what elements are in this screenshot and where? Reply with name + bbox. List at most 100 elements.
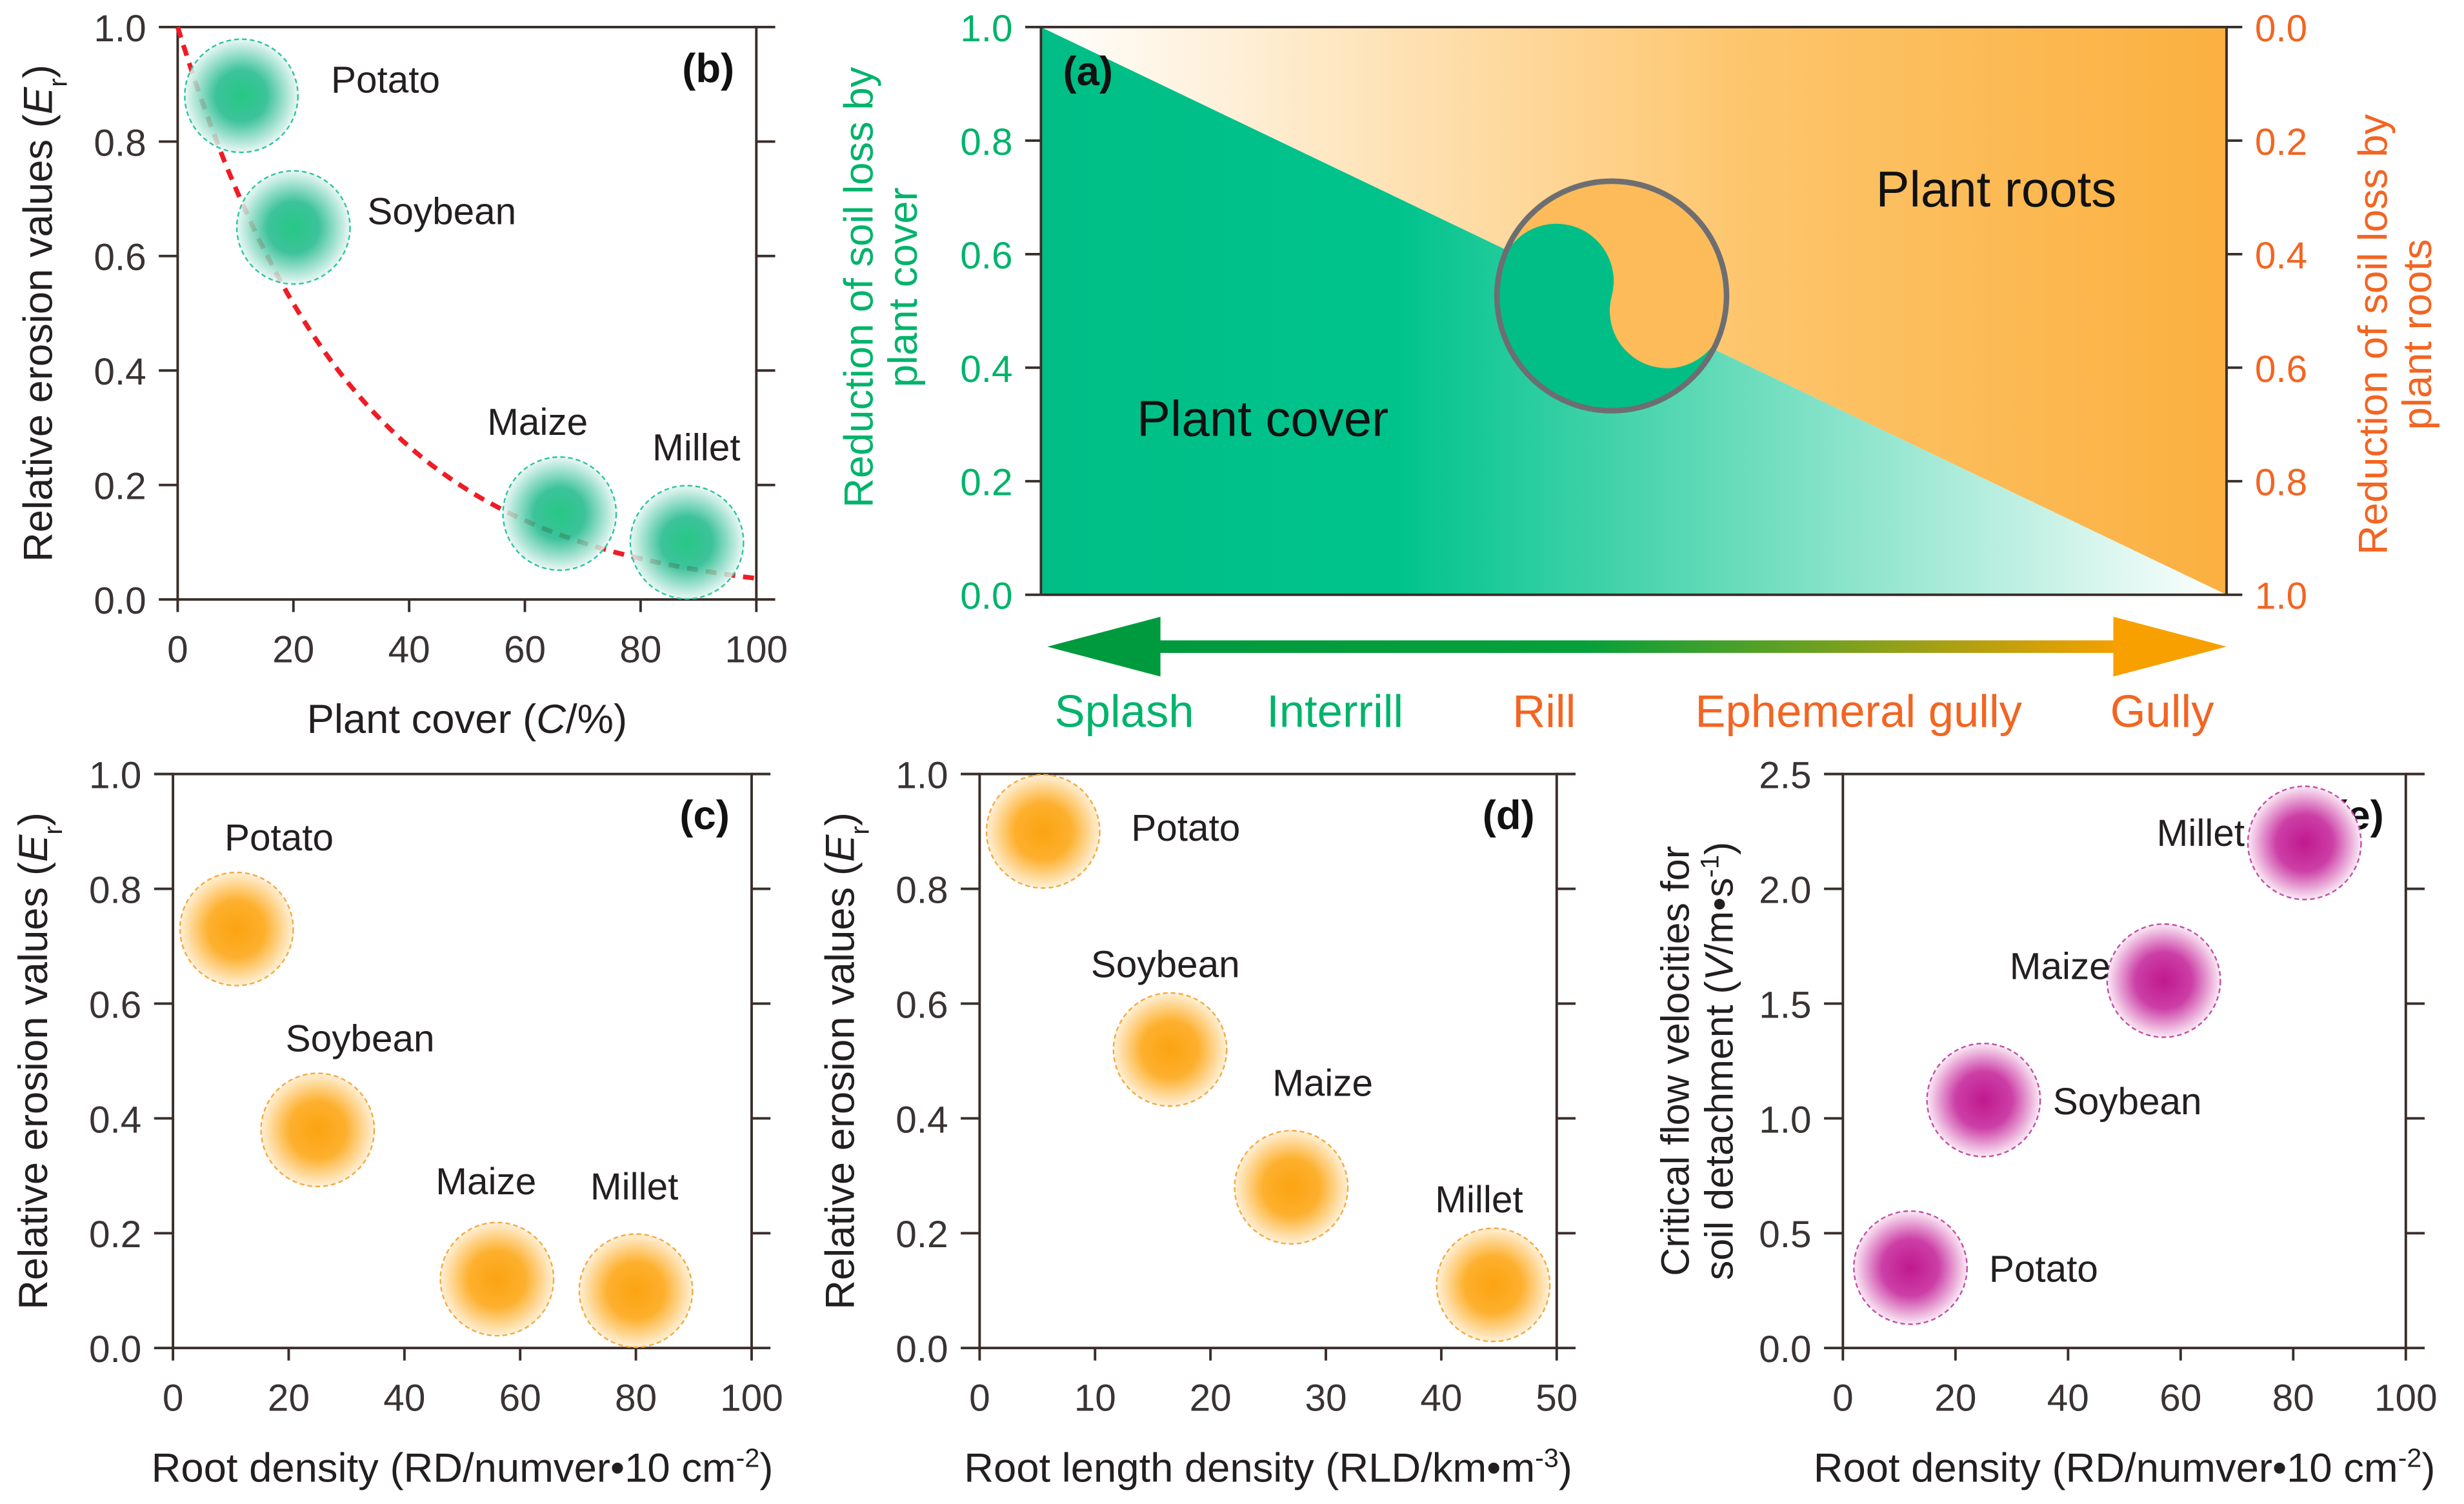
process-label: Gully — [2110, 686, 2215, 737]
data-point-potato — [985, 774, 1101, 889]
y-tick-label: 1.0 — [89, 755, 141, 797]
y-tick-label: 0.8 — [89, 869, 141, 911]
process-label: Splash — [1055, 686, 1194, 737]
yang-dot — [1641, 316, 1674, 348]
yin-dot — [1548, 241, 1581, 273]
x-tick-label: 40 — [1420, 1378, 1462, 1419]
label-part: Relative erosion values ( — [15, 114, 61, 562]
plot-frame — [1841, 772, 2407, 1350]
y-tick-label: 0.0 — [1759, 1329, 1811, 1370]
y-axis-label: Relative erosion values (Er) — [15, 65, 72, 562]
label-part: -2 — [2398, 1443, 2422, 1472]
label-part: /%) — [566, 697, 627, 742]
left-axis-label: Reduction of soil loss by — [837, 66, 882, 508]
label-part: -3 — [1535, 1443, 1559, 1472]
point-label: Soybean — [1091, 943, 1240, 985]
right-tick-label: 1.0 — [2255, 576, 2307, 617]
data-point-soybean — [235, 170, 351, 285]
y-tick-label: 1.0 — [94, 8, 146, 50]
data-point-millet — [1436, 1227, 1551, 1343]
data-point-potato — [1853, 1210, 1968, 1325]
y-tick-label: 0.0 — [89, 1329, 141, 1370]
point-label: Potato — [1989, 1248, 2098, 1290]
x-axis-label: Root density (RD/numver•10 cm-2) — [152, 1443, 774, 1490]
right-tick-label: 0.6 — [2255, 348, 2307, 390]
y-tick-label: 1.0 — [1759, 1099, 1811, 1141]
left-tick-label: 0.8 — [960, 121, 1012, 163]
panel-a: 0.0 0.0 0.2 0.2 0.4 0.4 0.6 0.6 0.8 0.8 1.0 1.0 Redu… — [837, 8, 2440, 737]
left-tick-label: 0.4 — [960, 348, 1012, 390]
point-label: Millet — [1435, 1179, 1523, 1221]
panel-e: 0 20 40 60 80 100 0.0 0.5 1.0 1.5 2.0 2.5 Root densi… — [1653, 755, 2437, 1491]
point-label: Millet — [2157, 812, 2245, 854]
x-axis-label: Plant cover (C/%) — [307, 697, 627, 742]
panel-c: 0 20 40 60 80 100 0.0 0.2 0.4 0.6 0.8 1.0 Root densi… — [11, 755, 783, 1491]
process-label: Ephemeral gully — [1695, 686, 2022, 737]
right-tick-label: 0.4 — [2255, 235, 2307, 277]
y-axis-label: Relative erosion values (Er) — [817, 812, 874, 1310]
label-part: ) — [15, 65, 61, 78]
label-part: Relative erosion values ( — [817, 862, 863, 1310]
x-tick-label: 60 — [504, 629, 546, 671]
yin-yang-outline — [1494, 178, 1730, 414]
x-tick-label: 0 — [167, 629, 188, 671]
x-tick-label: 100 — [720, 1378, 783, 1419]
label-part: Root density (RD/numver•10 cm — [1814, 1445, 2398, 1490]
y-axis-label: Critical flow velocities for — [1653, 846, 1697, 1276]
y-tick-label: 0.2 — [89, 1214, 141, 1256]
right-axis-label: Reduction of soil loss by — [2351, 114, 2396, 556]
label-part: r — [38, 826, 68, 835]
x-tick-label: 60 — [499, 1378, 541, 1419]
y-axis-label: Relative erosion values (Er) — [11, 812, 68, 1310]
x-tick-label: 80 — [2272, 1378, 2314, 1419]
label-part: Root length density (RLD/km•m — [964, 1445, 1535, 1490]
y-axis-label-line2: soil detachment (V/m•s-1) — [1696, 842, 1741, 1280]
right-tick-label: 0.0 — [2255, 8, 2307, 50]
label-part: ) — [759, 1445, 773, 1490]
label-part: E — [817, 834, 863, 862]
right-axis-label-line2: plant roots — [2395, 239, 2440, 430]
plot-frame — [176, 26, 758, 601]
x-tick-label: 0 — [969, 1378, 990, 1419]
y-tick-label: 0.5 — [1759, 1214, 1811, 1256]
y-tick-label: 0.6 — [94, 237, 146, 279]
data-point-soybean — [1926, 1042, 2041, 1158]
y-tick-label: 0.2 — [94, 466, 146, 508]
y-tick-label: 0.8 — [94, 122, 146, 164]
y-tick-label: 1.5 — [1759, 984, 1811, 1026]
point-label: Millet — [652, 427, 740, 469]
label-part: -2 — [736, 1443, 760, 1472]
arrow-right-icon — [2113, 616, 2227, 677]
plant-roots-label: Plant roots — [1876, 161, 2117, 217]
data-point-potato — [179, 871, 294, 987]
x-tick-label: 50 — [1536, 1378, 1578, 1419]
data-point-soybean — [260, 1072, 376, 1188]
process-label: Interrill — [1267, 686, 1403, 737]
label-part: C — [536, 697, 566, 742]
label-part: Root density (RD/numver•10 cm — [152, 1445, 736, 1490]
left-axis-label-line2: plant cover — [881, 187, 926, 387]
data-point-millet — [578, 1233, 694, 1349]
x-tick-label: 20 — [1934, 1378, 1976, 1419]
label-part: Plant cover ( — [307, 697, 537, 742]
label-part: E — [11, 834, 56, 862]
plant-cover-label: Plant cover — [1137, 390, 1388, 447]
data-point-maize — [439, 1221, 555, 1337]
y-tick-label: 0.4 — [89, 1099, 141, 1141]
right-tick-label: 0.8 — [2255, 462, 2307, 504]
panel-label: (d) — [1483, 793, 1535, 838]
x-tick-label: 20 — [268, 1378, 310, 1419]
left-tick-label: 0.2 — [960, 462, 1012, 504]
x-axis-label: Root length density (RLD/km•m-3) — [964, 1443, 1572, 1490]
panel-label: (a) — [1063, 49, 1113, 94]
x-tick-label: 80 — [615, 1378, 657, 1419]
y-tick-label: 0.8 — [896, 869, 948, 911]
y-tick-label: 2.5 — [1759, 755, 1811, 797]
data-point-soybean — [1112, 992, 1228, 1107]
process-label: Rill — [1512, 686, 1576, 737]
data-point-maize — [1234, 1130, 1349, 1245]
panel-b: 0 20 40 60 80 100 0.0 0.2 0.4 0.6 0.8 1.0 Plant cove… — [15, 8, 788, 742]
point-label: Maize — [1272, 1063, 1373, 1105]
panel-label: (b) — [682, 46, 734, 91]
point-label: Potato — [1131, 807, 1240, 849]
